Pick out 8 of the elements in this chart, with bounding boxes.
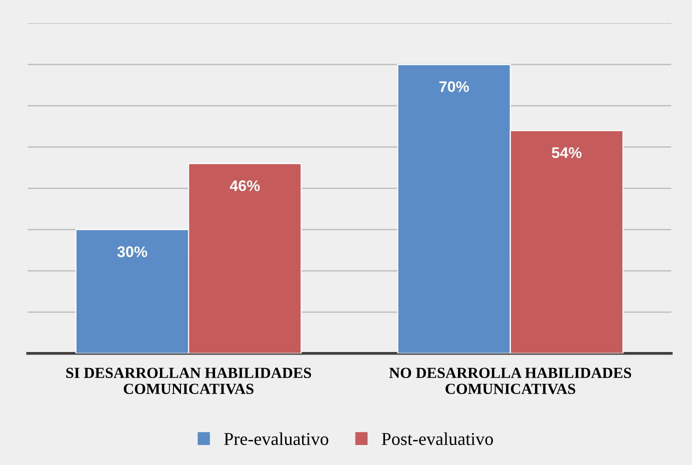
legend-label: Pre-evaluativo (224, 432, 328, 446)
legend-label: Post-evaluativo (382, 432, 493, 446)
x-tick-label: SI DESARROLLAN HABILIDADES COMUNICATIVAS (66, 368, 312, 394)
data-label: 30% (117, 246, 148, 258)
data-label: 70% (439, 81, 469, 92)
data-label: 46% (230, 180, 260, 192)
data-label: 54% (552, 147, 582, 158)
x-tick-label: NO DESARROLLA HABILIDADES COMUNICATIVAS (389, 368, 632, 394)
